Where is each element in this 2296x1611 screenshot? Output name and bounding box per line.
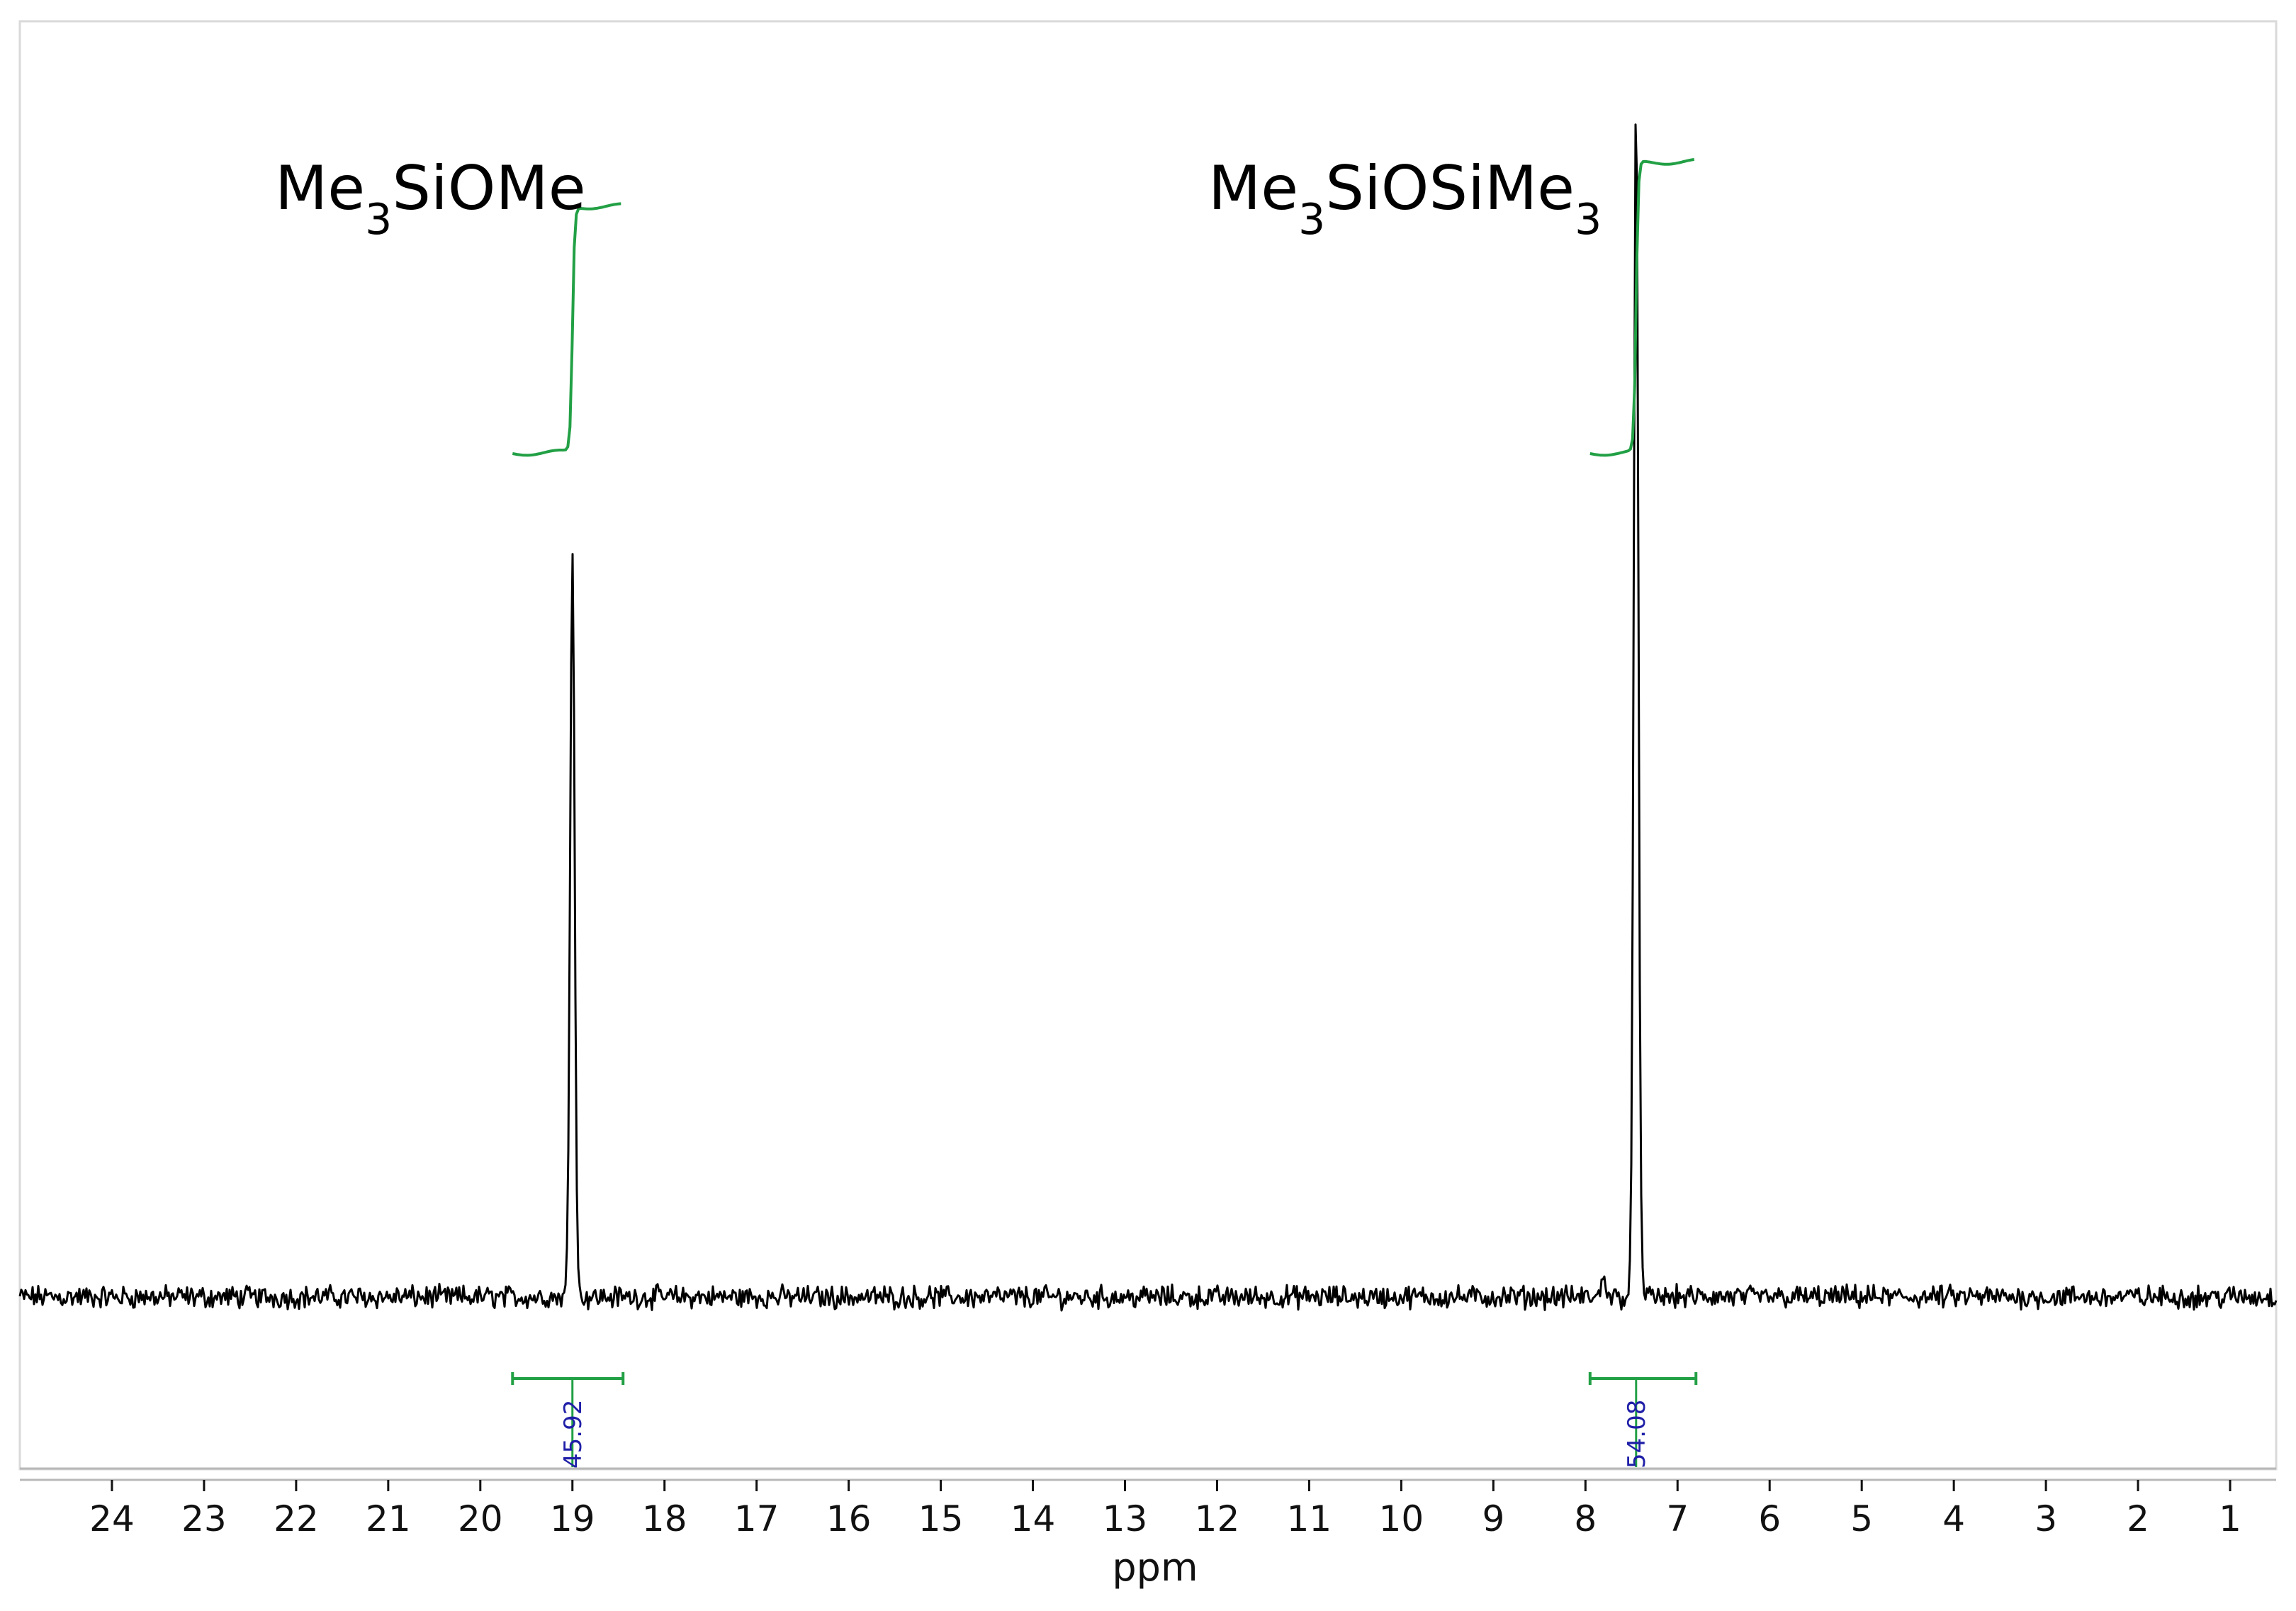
- integral-value: 45.92: [559, 1400, 587, 1469]
- integral-value: 54.08: [1623, 1400, 1651, 1469]
- x-tick-label: 24: [89, 1498, 135, 1539]
- x-tick-label: 12: [1195, 1498, 1240, 1539]
- spectrum-line: [18, 123, 2278, 1312]
- x-tick-label: 16: [826, 1498, 872, 1539]
- x-tick-label: 7: [1666, 1498, 1689, 1539]
- plot-frame: [18, 20, 2278, 1471]
- x-tick-label: 20: [458, 1498, 503, 1539]
- x-tick-label: 2: [2127, 1498, 2149, 1539]
- x-axis-label: ppm: [1112, 1545, 1198, 1590]
- x-tick-label: 5: [1850, 1498, 1873, 1539]
- x-tick-label: 18: [642, 1498, 687, 1539]
- x-axis-ticks: 24 23 22 21 20 19 18 17 16 15 14 13 12 11 10 9 8 7 6 5 4 3 2 1: [89, 1480, 2241, 1539]
- x-tick-label: 6: [1758, 1498, 1781, 1539]
- x-tick-label: 8: [1574, 1498, 1597, 1539]
- integral-regions: 45.92 54.08: [511, 158, 1698, 1469]
- x-tick-label: 22: [274, 1498, 319, 1539]
- x-tick-label: 1: [2219, 1498, 2241, 1539]
- peak-label: Me3SiOSiMe3: [1208, 153, 1602, 245]
- peak-label: Me3SiOMe: [275, 153, 586, 245]
- x-tick-label: 15: [918, 1498, 964, 1539]
- x-tick-label: 21: [366, 1498, 411, 1539]
- integral-curve: [1589, 158, 1695, 457]
- x-tick-label: 11: [1287, 1498, 1332, 1539]
- x-tick-label: 9: [1482, 1498, 1504, 1539]
- x-tick-label: 4: [1942, 1498, 1965, 1539]
- x-tick-label: 13: [1103, 1498, 1148, 1539]
- x-tick-label: 17: [734, 1498, 780, 1539]
- x-tick-label: 10: [1379, 1498, 1424, 1539]
- x-tick-label: 3: [2035, 1498, 2057, 1539]
- x-tick-label: 23: [181, 1498, 227, 1539]
- x-tick-label: 14: [1011, 1498, 1056, 1539]
- x-tick-label: 19: [550, 1498, 595, 1539]
- peak-labels: Me3SiOMe Me3SiOSiMe3: [275, 153, 1602, 245]
- integral-curve: [512, 202, 621, 457]
